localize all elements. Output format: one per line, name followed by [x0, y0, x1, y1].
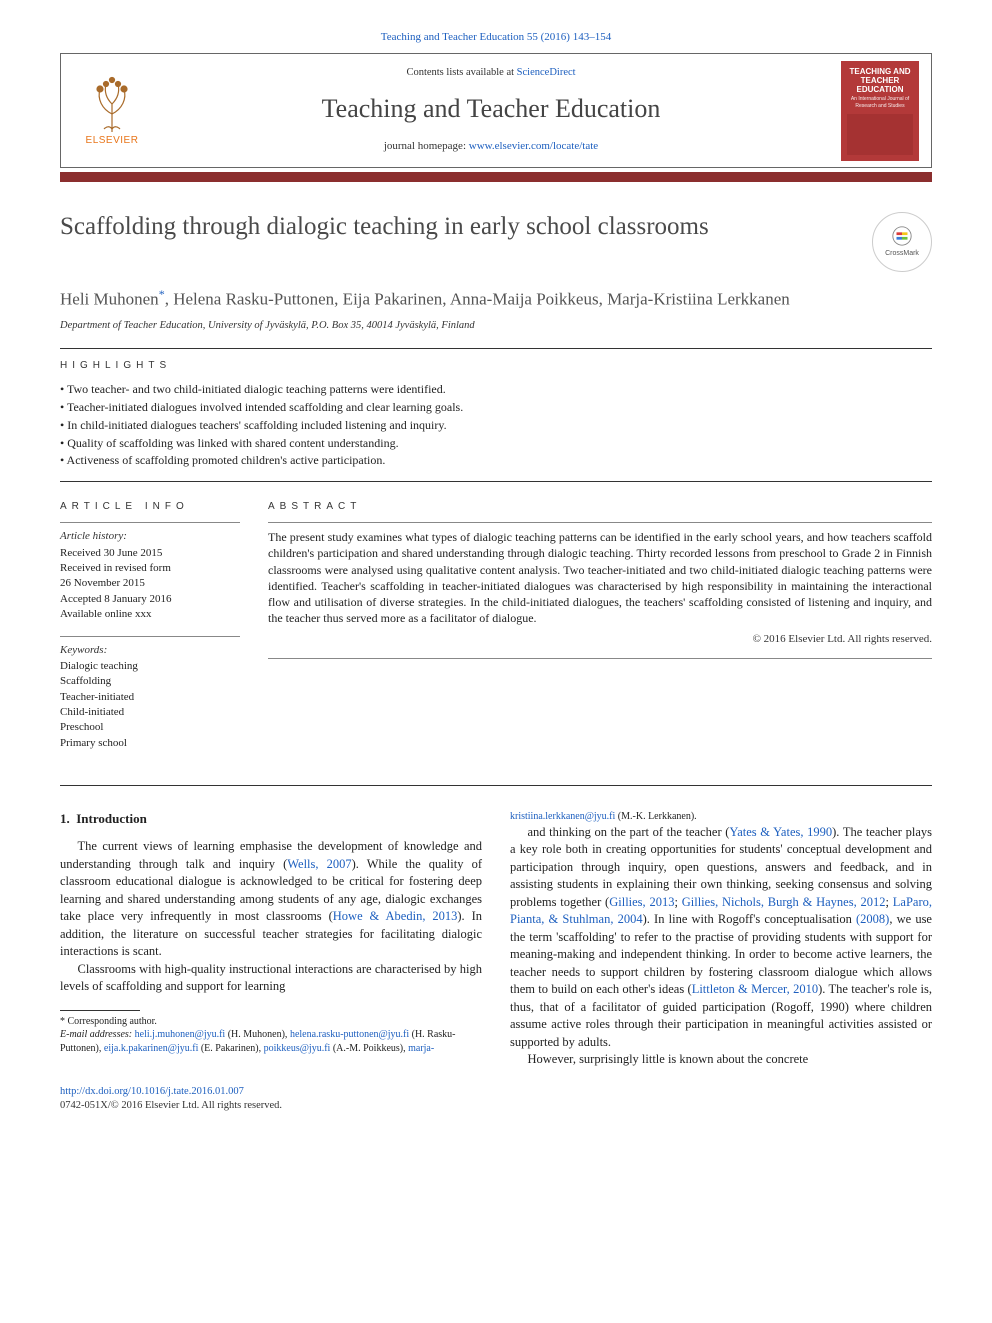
keyword: Preschool — [60, 720, 240, 735]
history-line: Received in revised form — [60, 561, 240, 576]
highlight-item: Quality of scaffolding was linked with s… — [60, 435, 932, 452]
author-email-link[interactable]: poikkeus@jyu.fi — [264, 1043, 331, 1054]
article-footer: http://dx.doi.org/10.1016/j.tate.2016.01… — [60, 1085, 932, 1114]
cover-title: TEACHING AND TEACHER EDUCATION — [847, 67, 913, 95]
intro-para-4: However, surprisingly little is known ab… — [510, 1051, 932, 1069]
highlight-item: Activeness of scaffolding promoted child… — [60, 452, 932, 469]
affiliation: Department of Teacher Education, Univers… — [60, 319, 932, 334]
elsevier-logo: ELSEVIER — [73, 74, 151, 148]
highlight-item: Two teacher- and two child-initiated dia… — [60, 381, 932, 398]
sciencedirect-link[interactable]: ScienceDirect — [517, 67, 576, 78]
citation-line: Teaching and Teacher Education 55 (2016)… — [60, 30, 932, 45]
author-email-link[interactable]: helena.rasku-puttonen@jyu.fi — [290, 1029, 409, 1040]
cite-yates-1990[interactable]: Yates & Yates, 1990 — [729, 825, 832, 839]
highlight-item: In child-initiated dialogues teachers' s… — [60, 417, 932, 434]
article-body: 1. Introduction The current views of lea… — [60, 810, 932, 1069]
keyword: Primary school — [60, 736, 240, 751]
highlights-list: Two teacher- and two child-initiated dia… — [60, 381, 932, 469]
keyword: Dialogic teaching — [60, 659, 240, 674]
history-line: Accepted 8 January 2016 — [60, 592, 240, 607]
intro-para-3: and thinking on the part of the teacher … — [510, 824, 932, 1052]
intro-para-2: Classrooms with high-quality instruction… — [60, 961, 482, 996]
cite-gillies-2013[interactable]: Gillies, 2013 — [609, 895, 674, 909]
keywords-label: Keywords: — [60, 643, 240, 658]
keyword: Teacher-initiated — [60, 690, 240, 705]
header-accent-bar — [60, 172, 932, 182]
journal-header: ELSEVIER Contents lists available at Sci… — [60, 53, 932, 167]
crossmark-label: CrossMark — [885, 249, 919, 259]
cite-howe-abedin-2013[interactable]: Howe & Abedin, 2013 — [333, 909, 458, 923]
article-history: Article history: Received 30 June 2015Re… — [60, 529, 240, 622]
author-email-link[interactable]: eija.k.pakarinen@jyu.fi — [104, 1043, 198, 1054]
keywords-block: Keywords: Dialogic teachingScaffoldingTe… — [60, 643, 240, 751]
journal-name: Teaching and Teacher Education — [171, 91, 811, 127]
keyword: Child-initiated — [60, 705, 240, 720]
section-heading-intro: 1. Introduction — [60, 810, 482, 828]
highlight-item: Teacher-initiated dialogues involved int… — [60, 399, 932, 416]
history-label: Article history: — [60, 529, 240, 544]
crossmark-badge[interactable]: CrossMark — [872, 212, 932, 272]
history-line: 26 November 2015 — [60, 576, 240, 591]
journal-homepage-link[interactable]: www.elsevier.com/locate/tate — [469, 140, 598, 152]
intro-para-1: The current views of learning emphasise … — [60, 838, 482, 961]
history-line: Available online xxx — [60, 607, 240, 622]
history-line: Received 30 June 2015 — [60, 546, 240, 561]
cite-wells-2007[interactable]: Wells, 2007 — [287, 857, 351, 871]
issn-copyright: 0742-051X/© 2016 Elsevier Ltd. All right… — [60, 1100, 282, 1111]
keyword: Scaffolding — [60, 674, 240, 689]
corresponding-author-note: * Corresponding author. — [60, 1015, 482, 1029]
doi-link[interactable]: http://dx.doi.org/10.1016/j.tate.2016.01… — [60, 1086, 244, 1097]
abstract-text: The present study examines what types of… — [268, 529, 932, 626]
journal-homepage-line: journal homepage: www.elsevier.com/locat… — [171, 139, 811, 154]
contents-available-line: Contents lists available at ScienceDirec… — [171, 66, 811, 81]
article-title: Scaffolding through dialogic teaching in… — [60, 212, 872, 242]
journal-cover-thumbnail: TEACHING AND TEACHER EDUCATION An Intern… — [841, 61, 919, 161]
elsevier-wordmark: ELSEVIER — [73, 134, 151, 148]
abstract-copyright: © 2016 Elsevier Ltd. All rights reserved… — [268, 632, 932, 647]
highlights-heading: highlights — [60, 359, 932, 373]
author-email-link[interactable]: heli.j.muhonen@jyu.fi — [135, 1029, 226, 1040]
cover-subtitle: An International Journal of Research and… — [847, 96, 913, 110]
cite-rogoff-2008[interactable]: (2008) — [856, 912, 889, 926]
cite-gillies-et-al-2012[interactable]: Gillies, Nichols, Burgh & Haynes, 2012 — [682, 895, 886, 909]
article-info-heading: article info — [60, 500, 240, 514]
abstract-heading: abstract — [268, 500, 932, 514]
author-list: Heli Muhonen*, Helena Rasku-Puttonen, Ei… — [60, 286, 932, 312]
crossmark-icon — [891, 225, 913, 247]
elsevier-tree-icon — [82, 74, 142, 134]
cite-littleton-mercer-2010[interactable]: Littleton & Mercer, 2010 — [692, 982, 818, 996]
